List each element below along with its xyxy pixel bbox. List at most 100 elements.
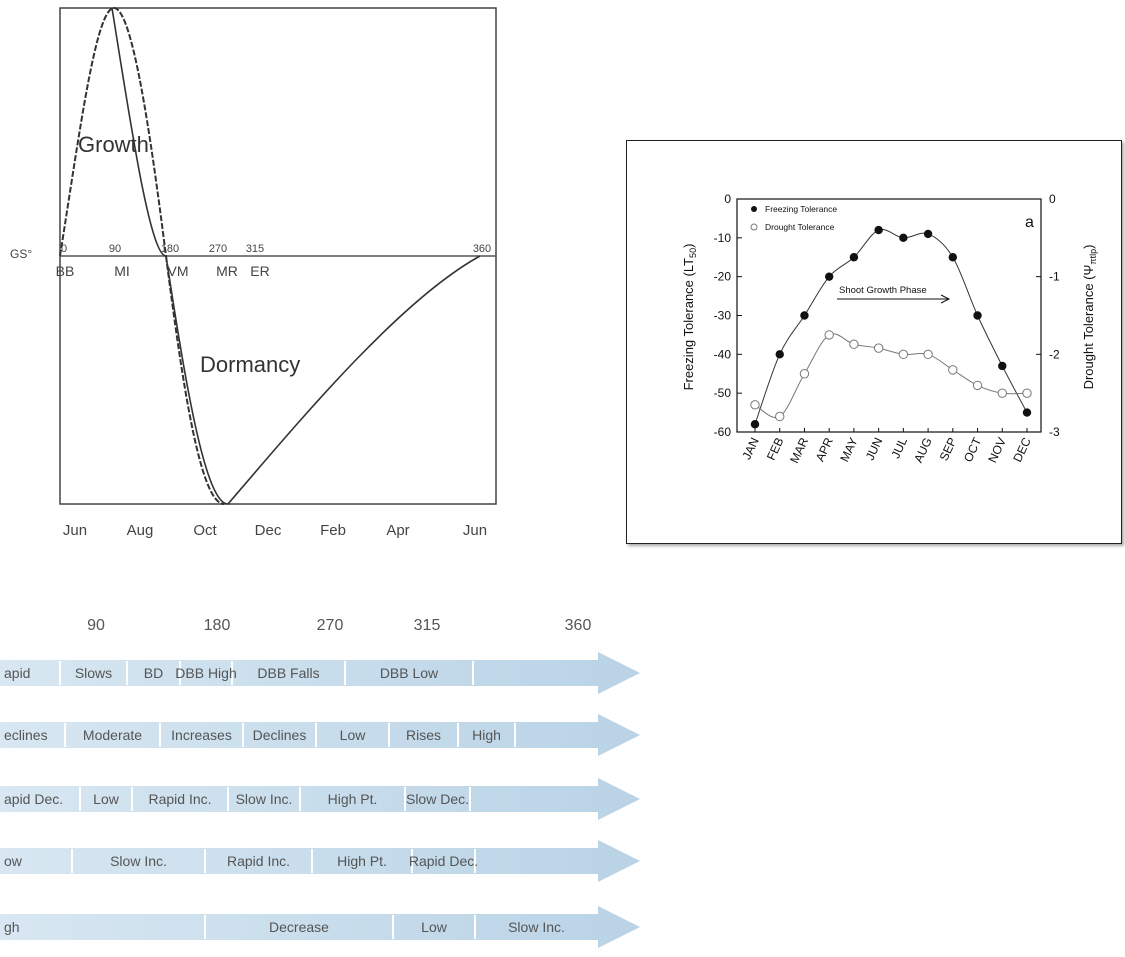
shoot-growth-arrowhead	[940, 294, 951, 304]
growth-degree-tick: 0	[61, 243, 67, 255]
right-tick-label: -3	[1049, 425, 1060, 439]
growth-month-label: Dec	[255, 522, 282, 539]
left-tick-label: -10	[714, 231, 732, 245]
growth-degree-tick: 360	[473, 243, 491, 255]
month-tick-label: JUL	[888, 435, 910, 461]
timeline-rows: apid Slows BD DBB High DBB Falls DBB Low eclin…	[0, 652, 640, 948]
right-axis-ticks: 0 -1 -2 -3	[1036, 192, 1060, 439]
dormancy-label: Dormancy	[200, 352, 300, 377]
growth-month-label: Jun	[63, 522, 87, 539]
growth-month-label: Feb	[320, 522, 346, 539]
tolerance-plot-frame	[736, 198, 1042, 433]
shoot-growth-label: Shoot Growth Phase	[839, 285, 927, 296]
timeline-degree-ticks: 90 180 270 315 360	[87, 617, 591, 634]
shoot-growth-annotation: Shoot Growth Phase	[837, 285, 951, 304]
growth-month-label: Aug	[127, 522, 154, 539]
freezing-series-points	[750, 225, 1032, 429]
freezing-point	[775, 350, 784, 359]
timeline-segment-label: DBB High	[175, 665, 236, 681]
growth-stage-label: ER	[250, 263, 269, 279]
timeline-degree-tick: 270	[317, 617, 344, 634]
right-tick-label: 0	[1049, 192, 1056, 206]
timeline-segment-label: Rapid Dec.	[409, 853, 478, 869]
timeline-row: ow Slow Inc. Rapid Inc. High Pt. Rapid Dec.	[0, 840, 640, 882]
growth-dormancy-svg: Growth Dormancy GS° 0 90 180 270 315 360 BB MI…	[10, 6, 497, 539]
drought-point	[972, 380, 983, 391]
freezing-point	[948, 253, 958, 262]
phase-timeline-svg: 90 180 270 315 360 apid Slows BD DBB High DBB Fa…	[0, 617, 640, 948]
month-tick-label: SEP	[937, 435, 960, 463]
timeline-segment-label: High Pt.	[337, 853, 387, 869]
timeline-arrow	[0, 840, 640, 882]
left-axis-label: Freezing Tolerance (LT50)	[681, 244, 698, 391]
timeline-degree-tick: 315	[414, 617, 441, 634]
left-tick-label: 0	[724, 192, 731, 206]
freezing-point	[800, 311, 809, 320]
drought-point	[799, 369, 810, 379]
timeline-segment-label: eclines	[4, 727, 48, 743]
drought-point	[849, 339, 859, 349]
tolerance-chart-box: a Freezing Tolerance Drought Tolerance S…	[626, 140, 1122, 544]
freezing-series-line	[754, 228, 1028, 425]
freezing-point	[899, 233, 908, 243]
legend-drought-marker	[750, 223, 758, 231]
growth-stage-label: VM	[168, 263, 189, 279]
timeline-row: eclines Moderate Increases Declines Low Rises…	[0, 714, 640, 756]
left-tick-label: -50	[714, 386, 732, 400]
tolerance-chart-svg: a Freezing Tolerance Drought Tolerance S…	[681, 192, 1098, 465]
growth-degree-tick: 270	[209, 243, 227, 255]
timeline-segment-label: Moderate	[83, 727, 142, 743]
growth-stage-label: MI	[114, 263, 130, 279]
month-tick-label: DEC	[1010, 435, 1034, 464]
left-axis-ticks: 0 -10 -20 -30 -40 -50 -60	[714, 192, 742, 439]
month-tick-label: JAN	[739, 435, 761, 461]
timeline-degree-tick: 180	[204, 617, 231, 634]
dormancy-curve	[111, 7, 481, 505]
drought-point	[873, 343, 884, 353]
freezing-point	[824, 272, 834, 281]
left-tick-label: -60	[714, 425, 732, 439]
timeline-segment-label: gh	[4, 919, 20, 935]
phase-timeline: 90 180 270 315 360 apid Slows BD DBB High DBB Fa…	[0, 600, 660, 952]
drought-series-points	[750, 330, 1032, 422]
left-tick-label: -40	[714, 347, 732, 361]
drought-point	[775, 411, 785, 422]
timeline-row: apid Slows BD DBB High DBB Falls DBB Low	[0, 652, 640, 694]
timeline-segment-label: Slow Inc.	[236, 791, 293, 807]
freezing-point	[750, 420, 760, 429]
drought-point	[1022, 388, 1032, 398]
freezing-point	[849, 253, 859, 262]
drought-series-line	[754, 333, 1028, 419]
right-tick-label: -1	[1049, 270, 1060, 284]
growth-degree-tick: 90	[109, 243, 121, 255]
timeline-arrow	[0, 652, 640, 694]
month-axis-ticks: JAN FEB MAR APR MAY JUN JUL AUG SEP OCT NOV DEC	[739, 428, 1034, 465]
drought-point	[824, 330, 834, 340]
timeline-segment-label: Slow Inc.	[508, 919, 565, 935]
timeline-segment-label: DBB Falls	[257, 665, 319, 681]
growth-month-label: Apr	[386, 522, 409, 539]
drought-point	[997, 388, 1007, 398]
timeline-arrow	[0, 906, 640, 948]
timeline-segment-label: Declines	[253, 727, 307, 743]
growth-stage-label: BB	[56, 263, 75, 279]
timeline-segment-label: DBB Low	[380, 665, 439, 681]
month-tick-label: OCT	[961, 435, 985, 464]
growth-dormancy-chart: Growth Dormancy GS° 0 90 180 270 315 360 BB MI…	[0, 0, 520, 560]
growth-month-label: Jun	[463, 522, 487, 539]
growth-degree-tick: 315	[246, 243, 264, 255]
timeline-degree-tick: 360	[565, 617, 592, 634]
timeline-segment-label: Rapid Inc.	[148, 791, 211, 807]
timeline-segment-label: Rapid Inc.	[227, 853, 290, 869]
right-tick-label: -2	[1049, 347, 1060, 361]
drought-point	[948, 365, 958, 375]
left-tick-label: -20	[714, 270, 732, 284]
month-tick-label: MAR	[787, 435, 811, 465]
drought-point	[923, 349, 933, 360]
growth-curve	[59, 6, 167, 257]
legend-drought-label: Drought Tolerance	[765, 222, 835, 232]
growth-degree-tick: 180	[161, 243, 179, 255]
growth-month-label: Oct	[193, 522, 217, 539]
timeline-segment-label: Low	[421, 919, 448, 935]
freezing-point	[923, 229, 933, 239]
